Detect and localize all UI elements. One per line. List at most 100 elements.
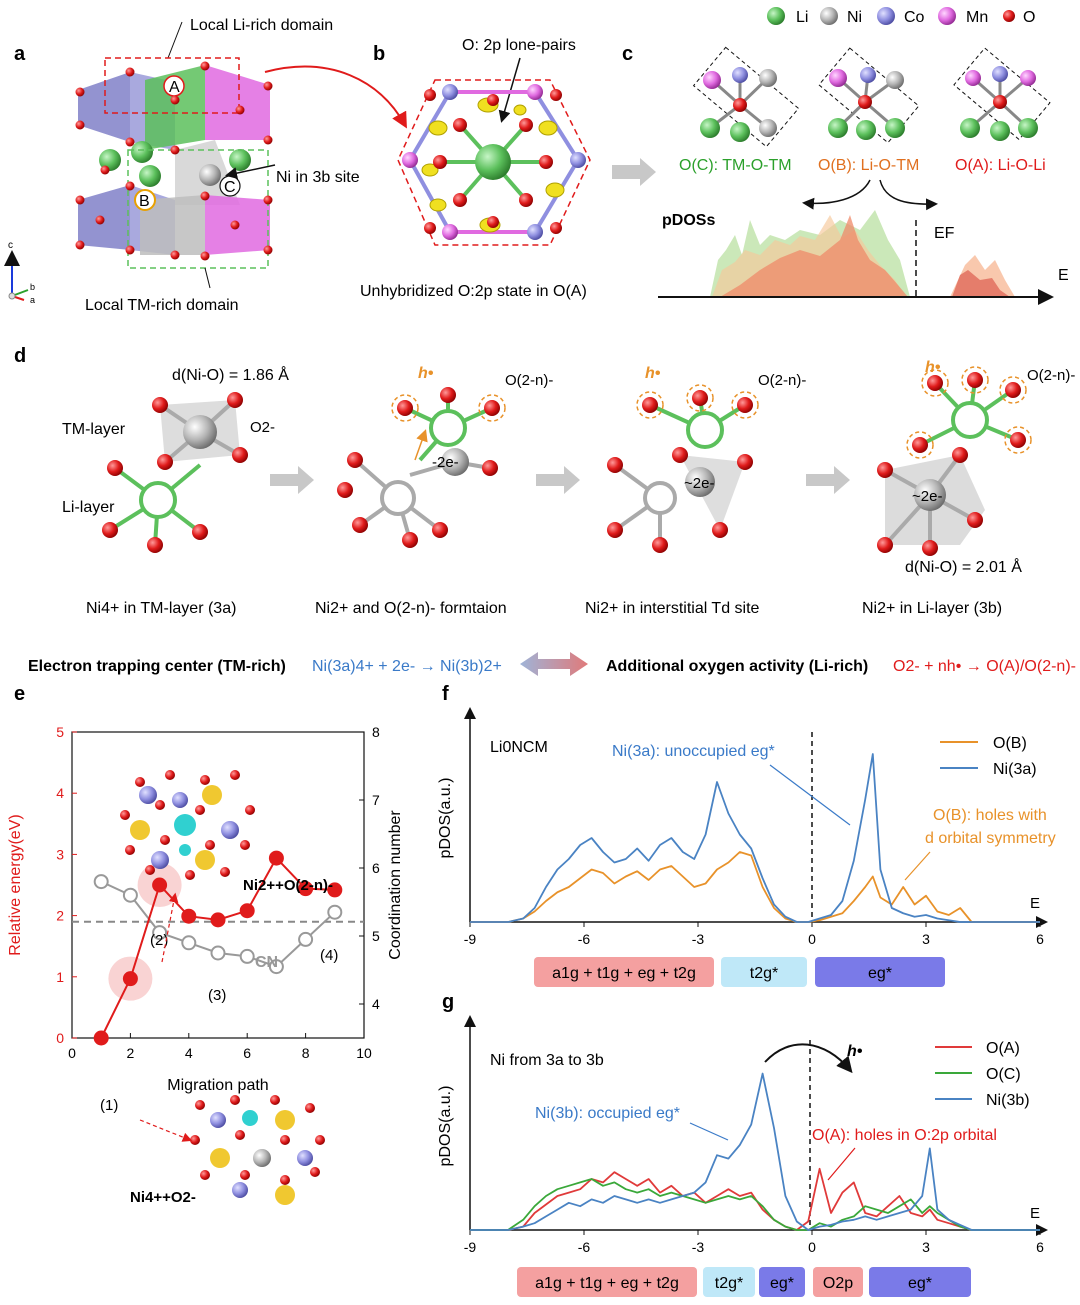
panel-g: g pDOS(a.u.) E Ni from 3a to 3b h• Ni(3b… [437, 991, 1048, 1297]
electron-equation: Ni(3a)4+ + 2e- → Ni(3b)2+ [312, 658, 502, 675]
minus-two-e: -2e- [432, 454, 459, 471]
energy-point [327, 882, 343, 898]
structure-step3: h• O(2-n)- ~2e- [607, 365, 806, 553]
e-ytick-label: 4 [56, 785, 64, 801]
o2n-step3: O(2-n)- [758, 372, 806, 389]
axis-a: a [30, 295, 35, 305]
e-xtick-label: 8 [302, 1045, 310, 1061]
hexagon-outline [397, 79, 591, 246]
tm-layer-label: TM-layer [62, 421, 126, 438]
e-y2tick-label: 4 [372, 996, 380, 1012]
legend-li: Li [796, 9, 808, 26]
energy-axis-label: E [1058, 267, 1069, 284]
g-hole-label: h• [847, 1043, 863, 1060]
f-legend-ob: O(B) [993, 735, 1027, 752]
e-ticks: 0 2 4 6 8 10 0 1 2 3 4 5 4 5 6 7 8 [56, 724, 380, 1061]
panel-label-g: g [442, 991, 454, 1013]
li-rich-box [104, 57, 240, 114]
axis-b: b [30, 282, 35, 292]
g-band-4: O2p [823, 1275, 853, 1292]
f-annotation-ni: Ni(3a): unoccupied eg* [612, 743, 775, 760]
g-annotation-oa: O(A): holes in O:2p orbital [812, 1127, 997, 1144]
center-li-atom [475, 144, 511, 180]
g-series [470, 1072, 1040, 1231]
g-legend-oc: O(C) [986, 1066, 1021, 1083]
legend-ni: Ni [847, 9, 862, 26]
li-octahedron-top [145, 65, 205, 150]
g-xtick-label: -6 [578, 1239, 591, 1255]
e-y2tick-label: 5 [372, 928, 380, 944]
li-rich-label: Local Li-rich domain [190, 17, 333, 34]
e-ylabel-left: Relative energy(eV) [7, 814, 24, 955]
energy-point [181, 908, 197, 924]
step1-label: Ni4+ in TM-layer (3a) [86, 600, 236, 617]
e-annotation-3: (3) [208, 987, 226, 1004]
g-annotation-ni: Ni(3b): occupied eg* [535, 1105, 680, 1122]
approx-two-e-step4: ~2e- [912, 488, 942, 505]
g-band-5: eg* [908, 1275, 932, 1292]
cn-point [210, 945, 226, 961]
legend-o: O [1023, 9, 1035, 26]
g-title: Ni from 3a to 3b [490, 1052, 604, 1069]
f-xtick-label: 3 [922, 931, 930, 947]
cn-point [268, 959, 284, 975]
structure-step1 [102, 392, 248, 553]
co-octahedron-top [78, 72, 130, 142]
legend-mn-icon [938, 7, 956, 25]
panel-d: d d(Ni-O) = 1.86 Å TM-layer Li-layer O2-… [14, 345, 1076, 676]
ef-label: EF [934, 225, 955, 242]
cn-point [93, 874, 109, 890]
f-xtick-label: 6 [1036, 931, 1044, 947]
f-legend: O(B) Ni(3a) [940, 735, 1037, 778]
g-band-bars: a1g + t1g + eg + t2g t2g* eg* O2p eg* [517, 1267, 971, 1297]
g-legend-oa: O(A) [986, 1040, 1020, 1057]
e-ytick-label: 5 [56, 724, 64, 740]
e-xtick-label: 2 [127, 1045, 135, 1061]
e-annotation-4: (4) [320, 947, 338, 964]
g-series-oc [470, 1178, 1040, 1231]
tm-rich-label: Local TM-rich domain [85, 297, 239, 314]
g-legend-ni: Ni(3b) [986, 1092, 1030, 1109]
energy-point [210, 912, 226, 928]
inset-bottom-label: Ni4++O2- [130, 1189, 196, 1206]
axis-c: c [8, 240, 13, 251]
panel-label-e: e [14, 683, 25, 705]
energy-point [152, 877, 168, 893]
legend-ni-icon [820, 7, 838, 25]
g-xtick-label: -3 [692, 1239, 705, 1255]
panel-label-f: f [442, 683, 449, 705]
f-title: Li0NCM [490, 739, 548, 756]
ob-label: O(B): Li-O-TM [818, 157, 919, 174]
cluster-oa [953, 47, 1051, 141]
panel-b: b O: 2p lone-pairs [360, 37, 591, 300]
e-annotation-2: (2) [150, 932, 168, 949]
site-b: B [139, 193, 150, 210]
dnio-top: d(Ni-O) = 1.86 Å [172, 365, 289, 384]
approx-two-e-step3: ~2e- [684, 475, 714, 492]
energy-point [93, 1030, 109, 1046]
e-xtick-label: 10 [356, 1045, 372, 1061]
f-band-bars: a1g + t1g + eg + t2g t2g* eg* [534, 957, 945, 987]
mn-octahedron-top [205, 65, 270, 140]
lone-pair-lobes [421, 97, 565, 233]
double-arrow [520, 652, 588, 676]
e-xlabel: Migration path [167, 1077, 268, 1094]
oa-label: O(A): Li-O-Li [955, 157, 1046, 174]
f-series [470, 753, 1040, 923]
step3-label: Ni2+ in interstitial Td site [585, 600, 760, 617]
g-xlabel: E [1030, 1205, 1040, 1222]
structure-step4: h• O(2-n)- ~2e- [877, 359, 1075, 556]
o2n-step4: O(2-n)- [1027, 367, 1075, 384]
structure-step2: h• O(2-n)- -2e- [337, 365, 553, 548]
f-xtick-label: -6 [578, 931, 591, 947]
panel-label-d: d [14, 345, 26, 367]
inset-top: Ni2++O(2-n)- [120, 770, 333, 894]
g-band-3: eg* [770, 1275, 794, 1292]
e-ytick-label: 0 [56, 1030, 64, 1046]
site-c: C [224, 179, 236, 196]
energy-point [239, 903, 255, 919]
f-xtick-label: -3 [692, 931, 705, 947]
cn-point [239, 948, 255, 964]
cluster-ob [818, 47, 920, 144]
hole-step2: h• [418, 365, 434, 382]
